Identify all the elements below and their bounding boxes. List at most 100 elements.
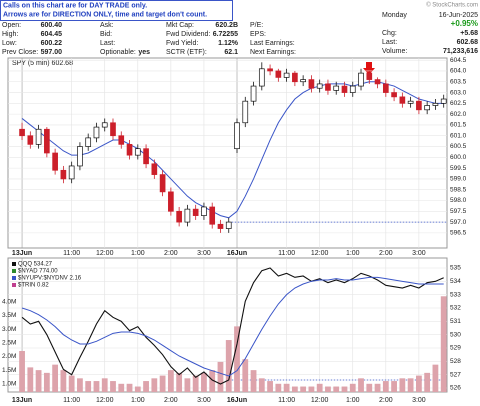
volume-bar — [209, 370, 216, 392]
legend-swatch — [12, 269, 16, 273]
volume-bar — [275, 383, 282, 392]
y-tick-label: 603.0 — [450, 89, 467, 96]
candle-body — [341, 85, 348, 93]
y-tick-label: 533 — [450, 291, 461, 298]
y2-tick-label: 3.5M — [2, 312, 16, 319]
y-tick-label: 602.5 — [450, 100, 467, 107]
x-tick-label: 11:00 — [63, 250, 80, 257]
y-tick-label: 599.0 — [450, 176, 467, 183]
volume-bar — [250, 370, 257, 392]
field-value: yes — [138, 49, 150, 56]
x-tick-label: 2:00 — [379, 397, 393, 404]
y2-tick-label: 1.0M — [2, 381, 16, 388]
candle-body — [126, 144, 133, 156]
y-tick-label: 604.0 — [450, 68, 467, 75]
field-label: Optionable: — [100, 49, 136, 56]
stat-label: Volume: — [382, 48, 407, 55]
y-tick-label: 526 — [450, 385, 461, 392]
watermark: © StockCharts.com — [426, 2, 478, 9]
candle-body — [366, 72, 373, 80]
volume-bar — [167, 370, 174, 392]
field-label: Bid: — [100, 31, 112, 38]
candle-body — [52, 152, 58, 171]
notice-line: Calls on this chart are for DAY TRADE on… — [3, 2, 147, 9]
y-tick-label: 600.5 — [450, 143, 467, 150]
y-tick-label: 527 — [450, 371, 461, 378]
field-label: Fwd Yield: — [166, 40, 198, 47]
volume-bar — [432, 364, 439, 392]
field-value: 597.00 — [41, 49, 63, 56]
volume-bar — [176, 372, 183, 392]
candle-body — [134, 148, 141, 156]
volume-bar — [60, 370, 67, 392]
candle-body — [168, 191, 174, 212]
y-tick-label: 597.0 — [450, 219, 467, 226]
x-tick-label: 16Jun — [227, 397, 247, 404]
field-label: Low: — [2, 40, 17, 47]
y-tick-label: 532 — [450, 305, 461, 312]
x-tick-label: 1:00 — [346, 250, 360, 257]
volume-bar — [308, 386, 315, 392]
candle-body — [184, 208, 191, 223]
x-tick-label: 2:00 — [164, 397, 178, 404]
volume-bar — [325, 386, 331, 392]
legend-swatch — [12, 276, 16, 280]
y2-tick-label: 3.0M — [2, 326, 16, 333]
stat-value: 602.68 — [457, 39, 479, 46]
field-label: Fwd Dividend: — [166, 31, 210, 38]
candle-body — [93, 126, 100, 139]
candle-body — [407, 100, 414, 104]
y-tick-label: 534 — [450, 278, 461, 285]
date-day: Monday — [382, 12, 407, 19]
y2-tick-label: 2.5M — [2, 339, 16, 346]
field-value: 1.12% — [218, 40, 239, 47]
y2-tick-label: 1.5M — [2, 367, 16, 374]
volume-bar — [333, 386, 340, 392]
x-tick-label: 3:00 — [412, 397, 426, 404]
volume-bar — [225, 340, 232, 392]
candle-body — [143, 148, 149, 165]
candle-body — [316, 83, 323, 89]
y-tick-label: 604.5 — [450, 57, 467, 64]
candle-body — [101, 122, 108, 128]
y-tick-label: 529 — [450, 345, 461, 352]
legend-entry: $TRIN 0.82 — [18, 283, 49, 289]
candle-body — [60, 169, 67, 180]
x-tick-label: 2:00 — [379, 250, 393, 257]
y-tick-label: 596.5 — [450, 230, 467, 237]
x-tick-label: 1:00 — [131, 397, 145, 404]
volume-bar — [267, 381, 273, 392]
y2-tick-label: 2.0M — [2, 353, 16, 360]
volume-bar — [134, 386, 141, 392]
candle-body — [201, 206, 207, 216]
candle-body — [432, 102, 439, 106]
candle-body — [333, 85, 340, 91]
volume-bar — [93, 381, 100, 392]
y-tick-label: 598.5 — [450, 186, 467, 193]
field-value: 62.1 — [224, 49, 238, 56]
volume-bar — [382, 381, 389, 392]
volume-bar — [143, 381, 149, 392]
volume-bar — [217, 361, 224, 392]
stat-label: Chg: — [382, 30, 397, 37]
candle-body — [209, 206, 216, 225]
candle-body — [440, 98, 447, 104]
field-value: 6.72255 — [213, 31, 238, 38]
volume-bar — [407, 378, 414, 392]
volume-bar — [19, 350, 25, 392]
candle-body — [275, 70, 282, 78]
field-label: Ask: — [100, 22, 114, 29]
candle-body — [217, 223, 224, 229]
volume-bar — [399, 378, 406, 392]
header-table: Open: 600.40 Ask: Mkt Cap: 620.2B P/E: High: 60… — [2, 22, 478, 56]
field-value: 600.22 — [41, 40, 63, 47]
x-tick-label: 11:00 — [63, 397, 80, 404]
candle-body — [85, 137, 92, 147]
direction-arrow — [363, 62, 375, 75]
y-tick-label: 528 — [450, 358, 461, 365]
volume-bar — [151, 378, 158, 392]
price-panel — [7, 57, 448, 249]
candle-body — [35, 128, 42, 145]
y-tick-label: 600.0 — [450, 154, 467, 161]
legend-swatch — [12, 283, 16, 287]
